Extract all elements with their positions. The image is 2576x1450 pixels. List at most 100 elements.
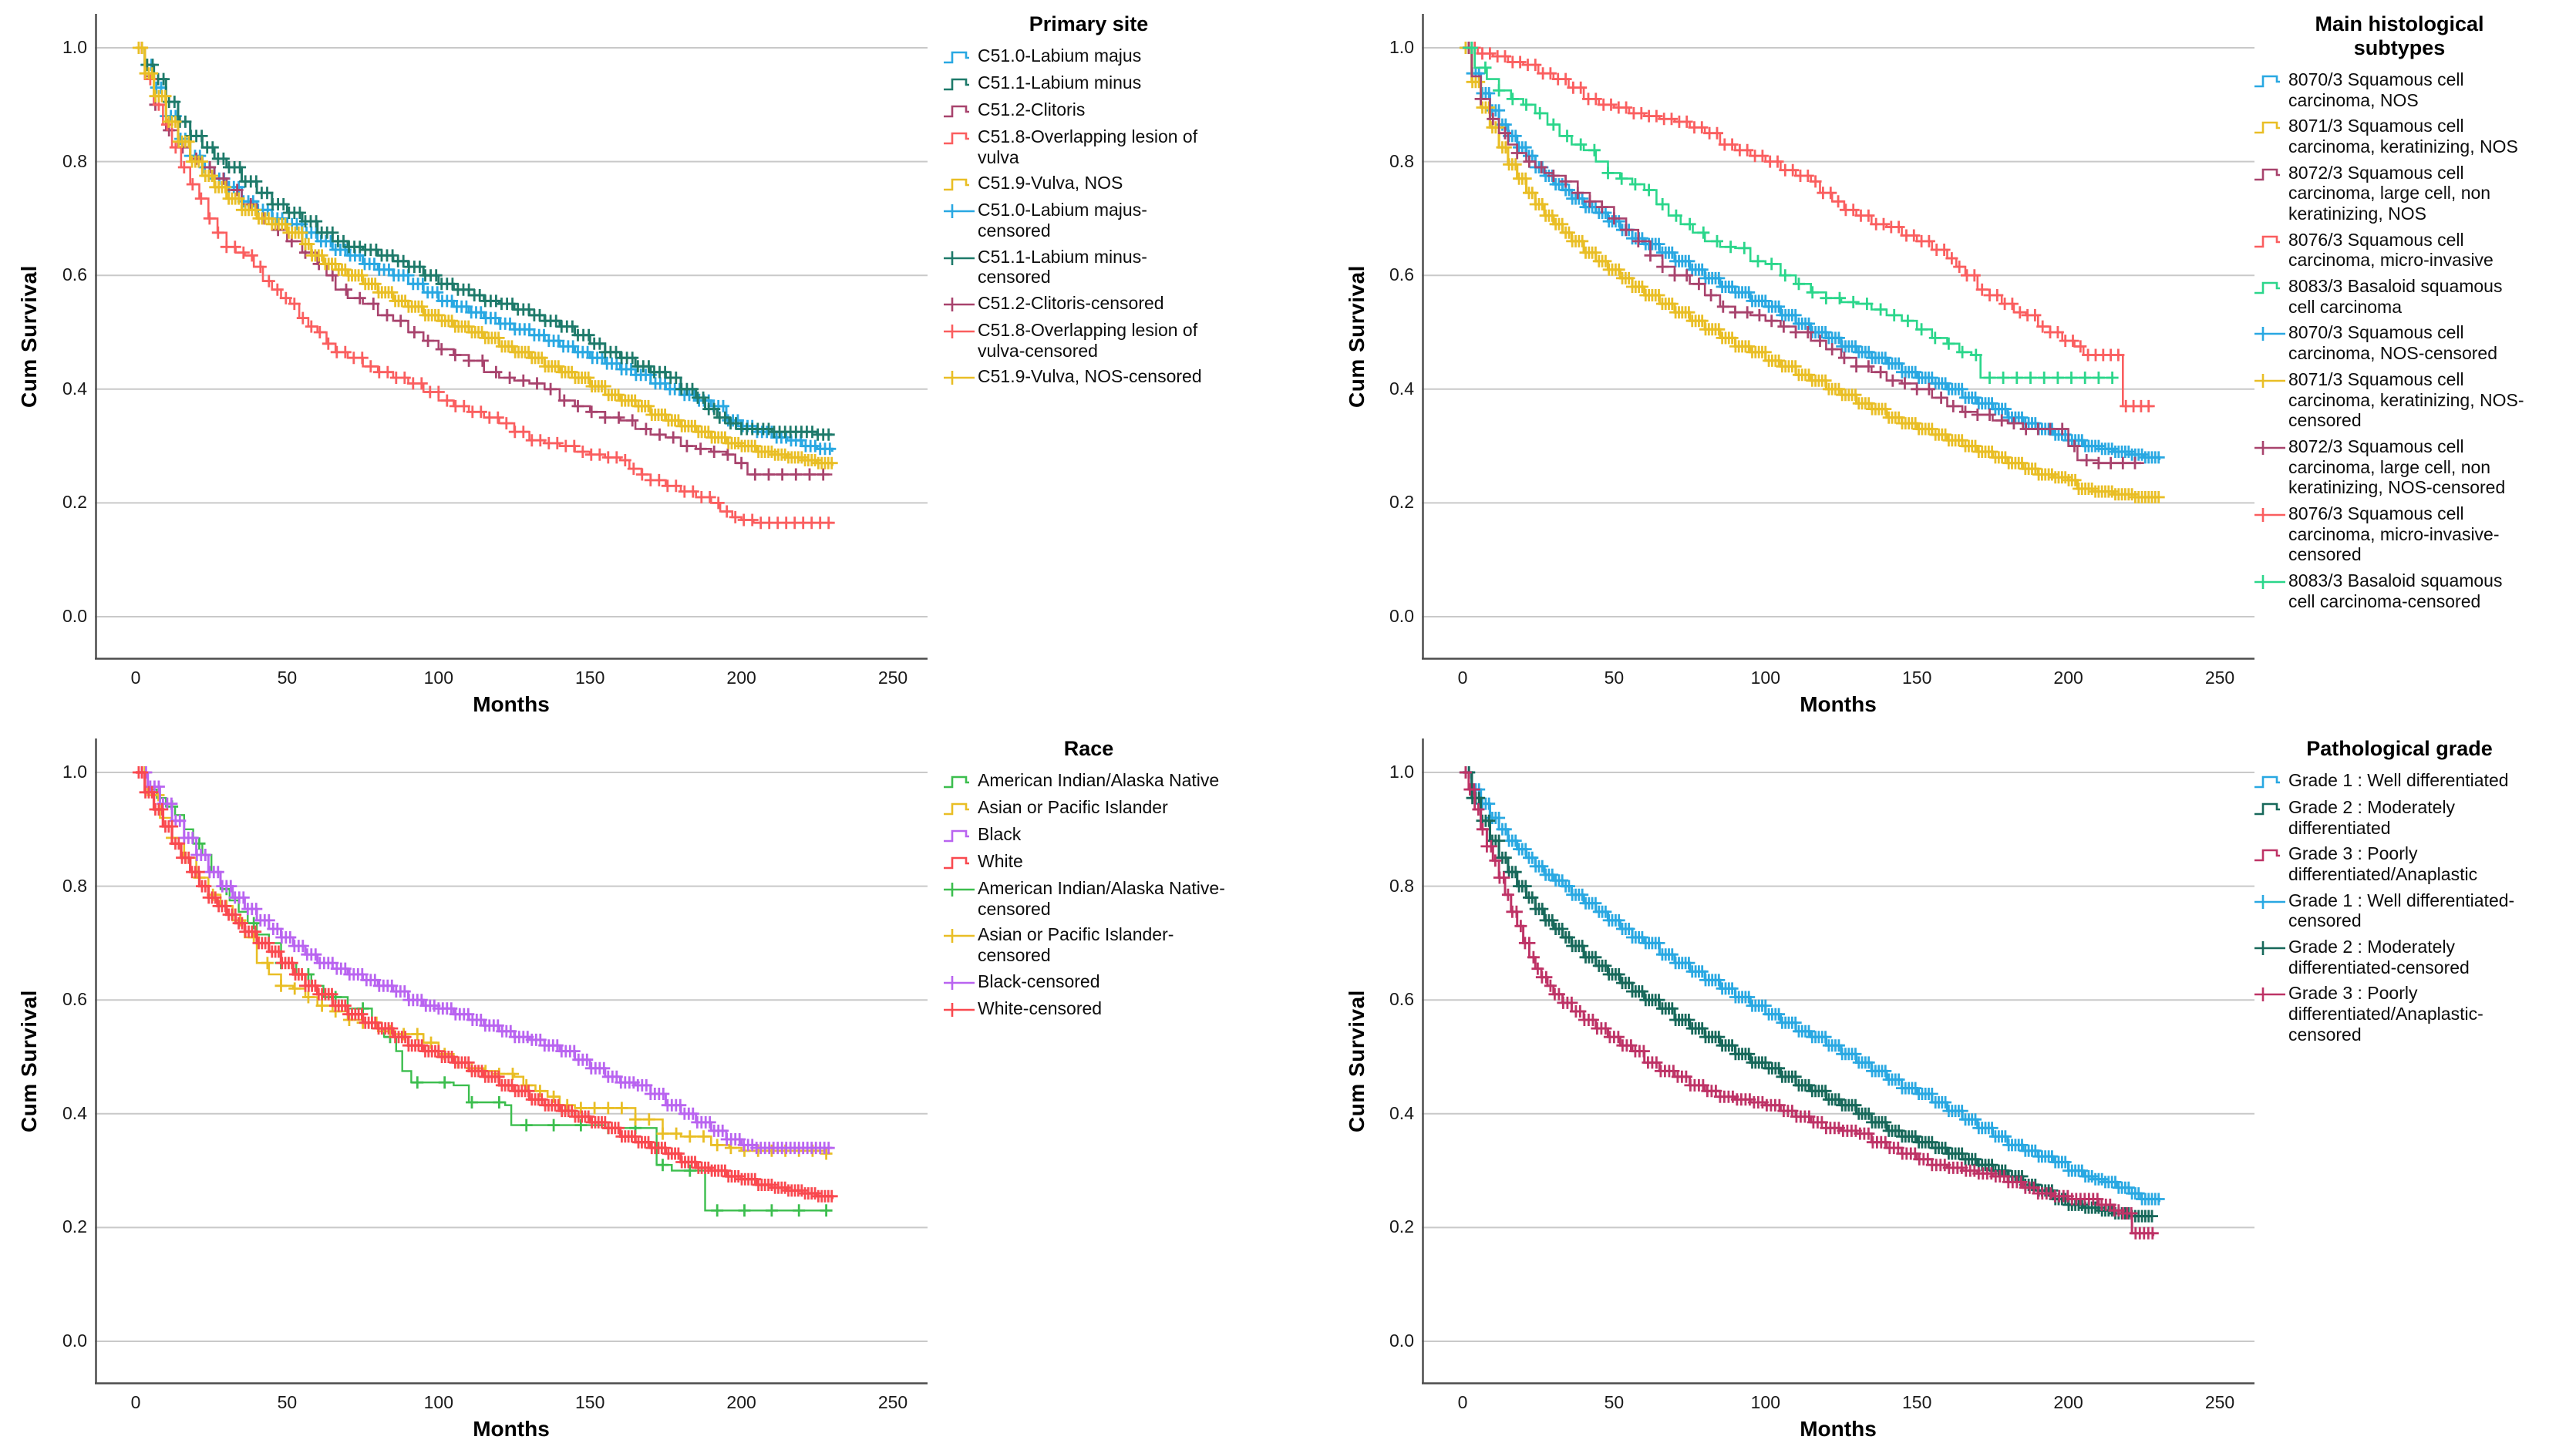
legend-item: Asian or Pacific Islander-censored	[942, 924, 1235, 965]
legend-item: 8076/3 Squamous cell carcinoma, micro-in…	[2253, 230, 2546, 271]
step-line-icon	[2254, 168, 2280, 181]
km-plot-race	[95, 738, 928, 1384]
legend-item-label: Grade 2 : Moderately differentiated-cens…	[2288, 937, 2470, 977]
legend-item: C51.9-Vulva, NOS-censored	[942, 366, 1235, 388]
x-tick-label: 250	[2204, 1392, 2235, 1412]
legend-item-label: 8072/3 Squamous cell carcinoma, large ce…	[2288, 436, 2506, 498]
censor-marks	[1465, 42, 2119, 384]
x-axis-label: Months	[473, 692, 550, 716]
km-plot-primary-site	[95, 14, 928, 660]
km-curve	[1463, 46, 2144, 464]
step-line-icon	[944, 132, 969, 145]
legend-item: Black	[942, 824, 1235, 846]
x-tick-label: 150	[575, 1392, 605, 1412]
censored-plus-icon	[2254, 440, 2285, 455]
legend-item-label: White-censored	[978, 998, 1103, 1018]
step-line-icon	[944, 105, 969, 118]
y-tick-label: 0.8	[62, 150, 87, 171]
step-line-icon	[944, 856, 969, 870]
x-tick-label: 0	[1457, 668, 1468, 688]
km-plot-histological-subtypes	[1422, 14, 2254, 660]
legend-item-label: C51.2-Clitoris-censored	[978, 293, 1164, 314]
km-curve	[136, 46, 833, 436]
censor-marks	[1468, 42, 2155, 412]
censored-plus-icon	[944, 883, 975, 897]
y-axis-label: Cum Survival	[1345, 265, 1369, 409]
legend-item: Asian or Pacific Islander	[942, 797, 1235, 819]
step-line-icon	[2254, 122, 2280, 134]
legend-item-label: 8071/3 Squamous cell carcinoma, keratini…	[2288, 368, 2524, 431]
step-line-icon	[944, 179, 969, 191]
x-axis-label: Months	[473, 1417, 550, 1441]
legend-title: Race	[1063, 737, 1114, 760]
x-tick-label: 100	[1750, 1392, 1780, 1412]
censored-plus-icon	[2254, 894, 2285, 909]
legend-item: Grade 2 : Moderately differentiated	[2253, 797, 2546, 838]
legend-item: 8071/3 Squamous cell carcinoma, keratini…	[2253, 116, 2546, 156]
y-tick-label: 0.8	[1389, 875, 1414, 896]
censor-marks	[1459, 766, 2159, 1240]
legend-item: C51.9-Vulva, NOS	[942, 173, 1235, 194]
legend-item: 8072/3 Squamous cell carcinoma, large ce…	[2253, 436, 2546, 498]
y-tick-label: 0.8	[1389, 150, 1414, 171]
step-line-icon	[944, 829, 969, 843]
km-curve	[136, 46, 833, 452]
legend-item-label: 8071/3 Squamous cell carcinoma, keratini…	[2288, 116, 2518, 157]
legend-item-label: C51.1-Labium minus-censored	[978, 246, 1147, 288]
x-tick-label: 200	[2053, 668, 2083, 688]
km-curve	[136, 46, 833, 466]
km-curve	[1463, 771, 2160, 1203]
km-plot-pathological-grade	[1422, 738, 2254, 1384]
km-curve	[1463, 46, 2160, 460]
censor-marks	[135, 42, 837, 456]
legend-item: 8070/3 Squamous cell carcinoma, NOS-cens…	[2253, 322, 2546, 363]
legend-item-label: 8083/3 Basaloid squamous cell carcinoma-…	[2288, 570, 2503, 611]
legend-item: C51.1-Labium minus-censored	[942, 247, 1235, 288]
legend-item-label: White	[978, 851, 1023, 872]
step-line-icon	[2254, 75, 2280, 88]
censored-plus-icon	[944, 929, 975, 944]
legend-item-label: C51.2-Clitoris	[978, 99, 1086, 120]
legend-item-label: C51.1-Labium minus	[978, 72, 1142, 93]
y-tick-label: 0.0	[62, 606, 87, 626]
y-tick-label: 0.0	[62, 1331, 87, 1351]
legend-item-label: American Indian/Alaska Native-censored	[978, 878, 1225, 919]
legend-title: Primary site	[1029, 12, 1149, 35]
x-tick-label: 150	[1902, 668, 1932, 688]
panel-race: Cum Survival Months Race American Indian…	[0, 725, 1288, 1450]
legend-item-label: C51.8-Overlapping lesion of vulva	[978, 126, 1198, 167]
censored-plus-icon	[2254, 507, 2285, 522]
legend-item-label: Black-censored	[978, 971, 1100, 991]
legend-item: C51.8-Overlapping lesion of vulva-censor…	[942, 320, 1235, 361]
legend-item: 8070/3 Squamous cell carcinoma, NOS	[2253, 69, 2546, 110]
censor-marks	[138, 766, 833, 1160]
legend-pathological-grade: Pathological grade Grade 1 : Well differ…	[2253, 737, 2546, 1050]
legend-item: Grade 3 : Poorly differentiated/Anaplast…	[2253, 983, 2546, 1045]
censored-plus-icon	[2254, 941, 2285, 956]
panel-pathological-grade: Cum Survival Months Pathological grade G…	[1288, 725, 2576, 1450]
legend-item: C51.1-Labium minus	[942, 72, 1235, 94]
y-tick-label: 0.8	[62, 875, 87, 896]
x-tick-label: 50	[277, 1392, 298, 1412]
panel-primary-site: Cum Survival Months Primary site C51.0-L…	[0, 0, 1288, 725]
km-curve	[136, 46, 833, 476]
x-tick-label: 250	[877, 1392, 908, 1412]
legend-items: 8070/3 Squamous cell carcinoma, NOS 8071/…	[2253, 69, 2546, 611]
y-axis-label: Cum Survival	[17, 265, 41, 409]
x-tick-label: 0	[130, 668, 141, 688]
legend-item-label: 8083/3 Basaloid squamous cell carcinoma	[2288, 276, 2503, 317]
legend-item: American Indian/Alaska Native	[942, 770, 1235, 792]
legend-item: Grade 3 : Poorly differentiated/Anaplast…	[2253, 843, 2546, 884]
y-tick-label: 0.4	[62, 378, 87, 399]
y-tick-label: 1.0	[62, 37, 87, 57]
legend-item-label: Grade 3 : Poorly differentiated/Anaplast…	[2288, 983, 2483, 1045]
y-tick-label: 0.6	[1389, 264, 1414, 285]
legend-item: Grade 2 : Moderately differentiated-cens…	[2253, 937, 2546, 977]
censored-plus-icon	[2254, 327, 2285, 341]
x-tick-label: 50	[1604, 1392, 1625, 1412]
y-tick-label: 1.0	[62, 762, 87, 782]
censored-plus-icon	[944, 325, 975, 339]
panel-histological-subtypes: Cum Survival Months Main histological su…	[1288, 0, 2576, 725]
y-axis-label: Cum Survival	[17, 990, 41, 1133]
